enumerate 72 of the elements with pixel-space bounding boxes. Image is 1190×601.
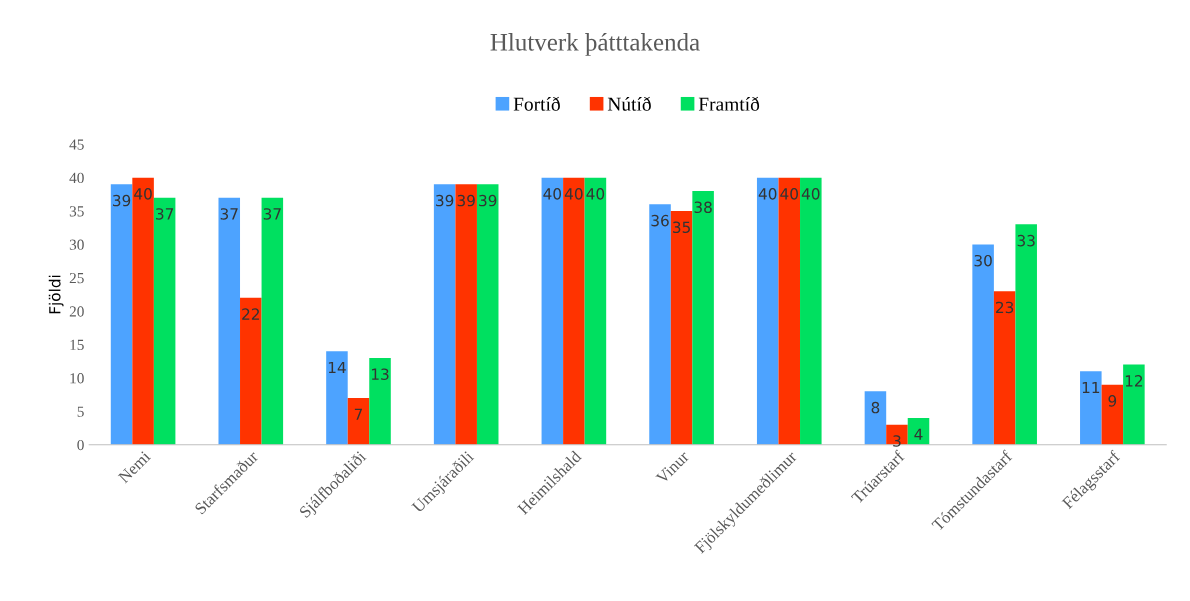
data-label: 39 xyxy=(436,194,454,207)
data-label: 39 xyxy=(457,194,475,207)
bar xyxy=(993,291,1016,445)
bar xyxy=(1015,224,1037,445)
bar xyxy=(584,177,607,445)
data-label: 39 xyxy=(113,194,131,207)
bar xyxy=(455,184,477,445)
bar xyxy=(864,391,887,445)
y-tick-label: 15 xyxy=(70,339,84,351)
data-label: 40 xyxy=(780,188,798,200)
data-label: 37 xyxy=(156,208,174,220)
bar xyxy=(153,197,176,445)
y-tick-label: 35 xyxy=(69,206,84,217)
y-axis-title: Fjöldi xyxy=(48,275,64,314)
data-label: 13 xyxy=(371,368,389,380)
bar xyxy=(649,204,671,445)
y-tick-label: 10 xyxy=(70,373,84,384)
data-label: 8 xyxy=(871,401,880,414)
y-tick-label: 45 xyxy=(69,139,84,150)
data-label: 7 xyxy=(354,408,363,420)
y-tick-label: 0 xyxy=(77,439,84,451)
bar xyxy=(1080,371,1102,445)
bar xyxy=(132,177,154,445)
bar xyxy=(347,398,370,445)
data-label: 38 xyxy=(694,201,712,214)
data-label: 12 xyxy=(1125,375,1143,387)
data-label: 40 xyxy=(134,188,152,200)
data-label: 40 xyxy=(564,188,583,200)
data-label: 37 xyxy=(263,208,281,220)
data-label: 37 xyxy=(220,208,238,220)
bar xyxy=(218,197,241,445)
data-label: 30 xyxy=(974,254,992,267)
data-label: 23 xyxy=(996,301,1014,314)
bar xyxy=(756,177,779,445)
bar xyxy=(541,177,564,445)
data-label: 39 xyxy=(479,194,497,207)
bar xyxy=(240,297,262,445)
legend-label: Nútíð xyxy=(607,96,651,111)
bar xyxy=(670,211,693,445)
data-label: 4 xyxy=(914,428,923,440)
bar xyxy=(972,244,994,445)
bar xyxy=(778,177,801,445)
data-label: 40 xyxy=(801,188,820,200)
data-label: 14 xyxy=(328,361,346,374)
bar xyxy=(110,184,133,445)
y-tick-label: 20 xyxy=(69,306,84,317)
legend-label: Framtíð xyxy=(698,96,760,111)
bar xyxy=(563,177,585,445)
data-label: 36 xyxy=(651,214,669,227)
legend-label: Fortíð xyxy=(513,96,560,111)
bar xyxy=(369,357,391,445)
bar xyxy=(261,197,284,445)
bar xyxy=(433,184,456,445)
chart-title: Hlutverk þátttakenda xyxy=(490,33,700,56)
data-label: 22 xyxy=(242,308,259,320)
y-tick-label: 30 xyxy=(69,239,84,250)
y-tick-label: 5 xyxy=(77,406,84,417)
bar xyxy=(1123,364,1145,445)
bar xyxy=(800,177,822,445)
data-label: 11 xyxy=(1082,381,1100,394)
bar xyxy=(326,351,348,445)
data-label: 35 xyxy=(673,221,690,234)
bar xyxy=(692,190,714,445)
bar xyxy=(1101,384,1124,445)
bar xyxy=(476,184,499,445)
y-tick-label: 25 xyxy=(69,272,84,284)
data-label: 9 xyxy=(1108,395,1117,407)
y-tick-label: 40 xyxy=(69,172,84,184)
data-label: 33 xyxy=(1017,234,1035,247)
data-label: 40 xyxy=(758,188,777,200)
data-label: 40 xyxy=(543,188,562,200)
data-label: 40 xyxy=(586,188,605,200)
